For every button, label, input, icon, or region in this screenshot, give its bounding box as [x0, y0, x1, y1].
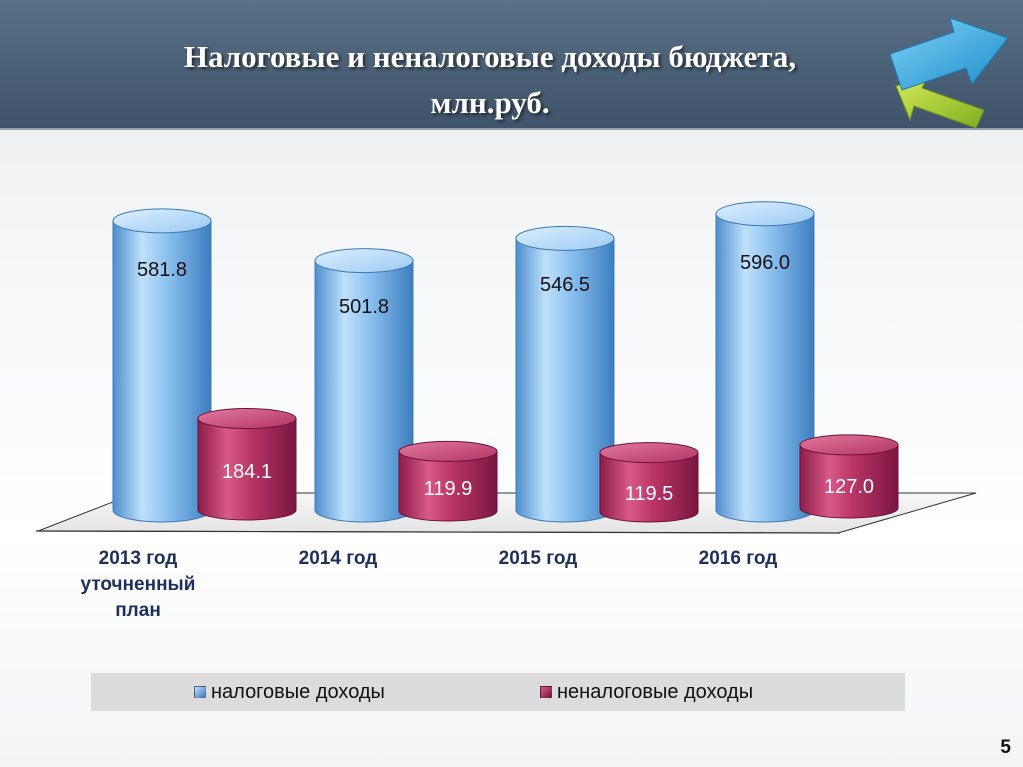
- bar-tax-2: [314, 248, 414, 523]
- bar-body-nontax: [398, 450, 498, 522]
- bar-body-nontax: [197, 418, 297, 521]
- bar-nontax-2: [398, 440, 498, 522]
- bar-nontax-4: [799, 434, 899, 519]
- legend-label-nontax: неналоговые доходы: [557, 680, 754, 703]
- value-label-tax: 546.5: [540, 274, 590, 296]
- bar-nontax-3: [599, 442, 699, 523]
- bar-body-nontax: [799, 444, 899, 519]
- bar-top-tax: [112, 208, 212, 234]
- decorative-arrows-icon: [889, 17, 1009, 129]
- legend-swatch-tax-icon: [194, 686, 206, 698]
- slide-title-line-1: Налоговые и неналоговые доходы бюджета,: [183, 39, 797, 74]
- title-bar: [0, 0, 1023, 130]
- page-number: 5: [1000, 737, 1011, 758]
- legend-swatch-nontax-icon: [540, 686, 552, 698]
- value-label-nontax: 127.0: [824, 476, 874, 498]
- bar-top-nontax: [398, 440, 498, 462]
- x-tick-label-line: 2013 год: [98, 548, 178, 569]
- bar-nontax-1: [197, 408, 297, 521]
- x-tick-label-line: уточненный: [80, 574, 196, 595]
- slide-title-line-2: млн.руб.: [430, 85, 550, 120]
- value-label-nontax: 119.9: [424, 478, 473, 500]
- value-label-nontax: 184.1: [222, 461, 272, 483]
- x-tick-label-line: 2015 год: [498, 548, 578, 569]
- bar-top-tax: [515, 225, 615, 251]
- bar-top-nontax: [799, 434, 899, 456]
- bar-top-tax: [715, 201, 815, 227]
- x-axis: [35, 530, 841, 534]
- x-tick-label: 2015 год: [448, 546, 628, 572]
- slide-title: Налоговые и неналоговые доходы бюджета, …: [60, 34, 920, 126]
- legend-label-tax: налоговые доходы: [211, 680, 385, 703]
- x-tick-label: 2014 год: [248, 546, 428, 572]
- x-tick-label: 2016 год: [648, 546, 828, 572]
- value-label-tax: 596.0: [740, 252, 790, 274]
- bar-top-nontax: [599, 442, 699, 464]
- x-tick-label-line: план: [115, 600, 161, 621]
- legend-item-tax: налоговые доходы: [194, 680, 385, 704]
- legend-item-nontax: неналоговые доходы: [540, 680, 753, 704]
- value-label-tax: 501.8: [339, 296, 389, 318]
- bar-top-tax: [314, 248, 414, 274]
- x-tick-label-line: 2014 год: [298, 548, 378, 569]
- bar-tax-1: [112, 208, 212, 523]
- x-tick-label: 2013 год уточненный план: [48, 546, 228, 624]
- x-tick-label-line: 2016 год: [698, 548, 778, 569]
- legend: налоговые доходы неналоговые доходы: [91, 673, 905, 711]
- value-labels-group: 581.8 501.8 546.5 596.0 184.1 119.9 119.5 127.0: [137, 252, 874, 505]
- bar-body-nontax: [599, 452, 699, 523]
- value-label-tax: 581.8: [137, 259, 187, 281]
- bar-top-nontax: [197, 408, 297, 430]
- blue-arrow-icon: [889, 17, 1009, 91]
- bar-tax-3: [515, 225, 615, 523]
- bar-tax-4: [715, 201, 815, 523]
- bars-group: [112, 201, 899, 523]
- value-label-nontax: 119.5: [625, 483, 674, 505]
